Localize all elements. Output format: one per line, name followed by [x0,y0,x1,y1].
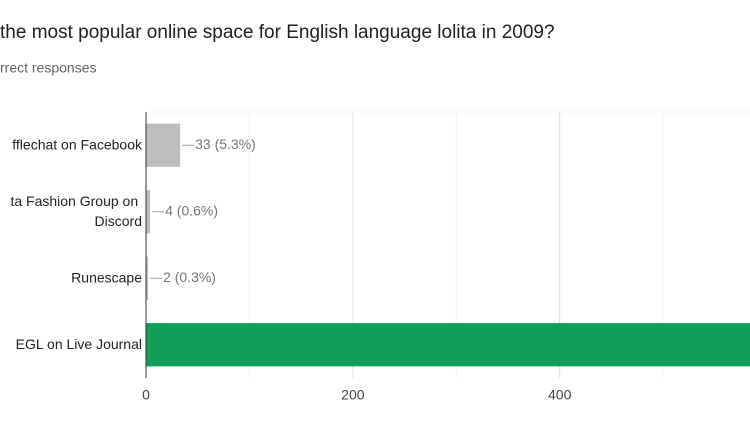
x-tick-label: 200 [341,387,365,403]
value-label: 2 (0.3%) [163,269,216,285]
bar [146,256,149,300]
chart-title: the most popular online space for Englis… [0,22,555,43]
y-tick-label: fflechat on Facebook [12,136,143,152]
x-tick-label: 400 [548,387,572,403]
value-label: 4 (0.6%) [165,202,218,218]
bar [146,323,750,367]
bar [146,123,181,167]
x-tick-label: 0 [142,387,150,403]
value-label: 33 (5.3%) [195,136,256,152]
bar [146,190,151,234]
chart-subtitle: rrect responses [0,60,96,76]
y-tick-label: Runescape [71,269,142,285]
y-tick-label: EGL on Live Journal [16,335,142,351]
y-tick-label: ta Fashion Group on Discord [10,192,142,228]
